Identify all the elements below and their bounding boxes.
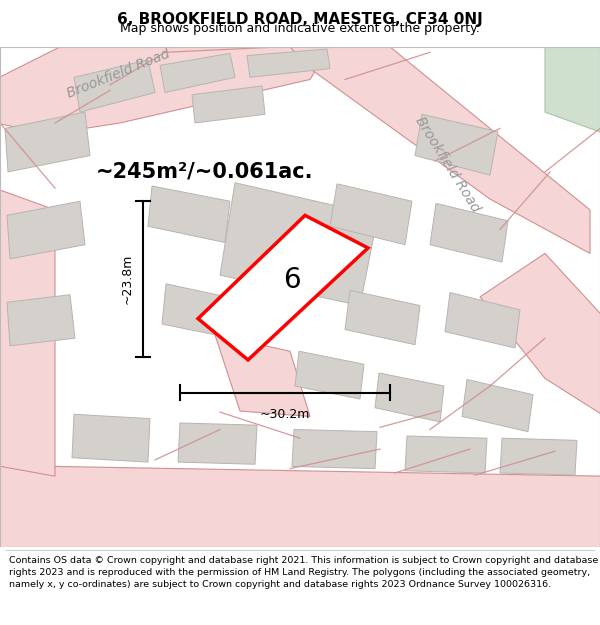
Polygon shape (295, 351, 364, 399)
Polygon shape (148, 186, 230, 242)
Polygon shape (345, 291, 420, 345)
Text: ~245m²/~0.061ac.: ~245m²/~0.061ac. (96, 162, 314, 182)
Polygon shape (445, 292, 520, 348)
Text: Brookfield Road: Brookfield Road (64, 47, 172, 101)
Text: Brookfield Road: Brookfield Road (413, 114, 483, 214)
Text: 6, BROOKFIELD ROAD, MAESTEG, CF34 0NJ: 6, BROOKFIELD ROAD, MAESTEG, CF34 0NJ (117, 12, 483, 27)
Polygon shape (500, 438, 577, 475)
Polygon shape (7, 295, 75, 346)
Polygon shape (220, 182, 378, 306)
Polygon shape (0, 466, 600, 552)
Text: Map shows position and indicative extent of the property.: Map shows position and indicative extent… (120, 22, 480, 35)
Polygon shape (290, 47, 590, 253)
Polygon shape (162, 284, 237, 338)
Polygon shape (415, 114, 498, 175)
Text: 6: 6 (283, 266, 301, 294)
Polygon shape (160, 53, 235, 92)
Polygon shape (215, 335, 310, 416)
Polygon shape (330, 184, 412, 245)
Polygon shape (545, 47, 600, 134)
Polygon shape (375, 373, 444, 422)
Polygon shape (192, 86, 265, 123)
Text: Contains OS data © Crown copyright and database right 2021. This information is : Contains OS data © Crown copyright and d… (9, 556, 598, 589)
Polygon shape (7, 201, 85, 259)
Text: ~23.8m: ~23.8m (121, 254, 133, 304)
Polygon shape (292, 429, 377, 469)
Polygon shape (480, 253, 600, 416)
Polygon shape (74, 60, 155, 112)
Polygon shape (178, 423, 257, 464)
Polygon shape (405, 436, 487, 473)
Text: ~30.2m: ~30.2m (260, 408, 310, 421)
Polygon shape (430, 203, 508, 262)
Polygon shape (5, 112, 90, 172)
Polygon shape (247, 49, 330, 78)
Polygon shape (198, 216, 368, 360)
Polygon shape (462, 379, 533, 432)
Polygon shape (0, 188, 55, 476)
Polygon shape (0, 47, 330, 134)
Polygon shape (72, 414, 150, 462)
